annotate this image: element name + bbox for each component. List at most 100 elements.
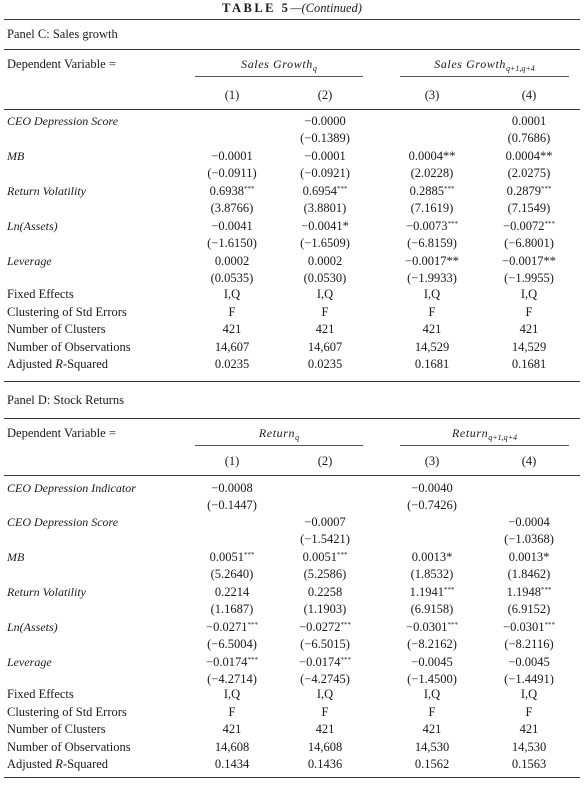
panel_d-row-label: Ln(Assets) (7, 620, 58, 634)
panel_c-column-number: (2) (317, 88, 333, 102)
panel_c-table-cell: −0.0001 (211, 149, 253, 163)
panel_d-table-cell: (1.1903) (303, 602, 347, 616)
panel_c-table-cell: −0.0017** (502, 254, 556, 268)
panel_c-column-number: (3) (424, 88, 440, 102)
panel_d-group-underline (195, 445, 363, 446)
panel_c-table-cell: −0.0073*** (406, 219, 458, 233)
panel_d-table-cell: I,Q (423, 687, 441, 701)
panel_c-top-rule (4, 19, 580, 20)
panel_c-table-cell: −0.0000 (304, 114, 346, 128)
panel_c-table-cell: 0.0002 (307, 254, 343, 268)
panel_c-table-cell: (−1.9955) (504, 271, 554, 285)
panel_d-table-cell: −0.0040 (411, 481, 453, 495)
panel_d-table-cell: (−6.5015) (300, 637, 350, 651)
panel_d-table-cell: 0.0013* (508, 550, 550, 564)
panel_c-group-underline (195, 76, 363, 77)
panel_d-column-number: (3) (424, 454, 440, 468)
panel_c-table-cell: (−0.1389) (300, 131, 350, 145)
panel_d-row-label: Number of Observations (7, 740, 131, 754)
panel_c-title-rule (4, 49, 580, 50)
panel_d-table-cell: 1.1948*** (506, 585, 552, 599)
panel_c-table-cell: −0.0072*** (503, 219, 555, 233)
panel_c-row-label: Number of Observations (7, 340, 131, 354)
panel_c-table-cell: (−1.9933) (407, 271, 457, 285)
panel_d-table-cell: (−0.1447) (207, 498, 257, 512)
panel_c-table-cell: (2.0228) (410, 166, 454, 180)
panel_d-table-cell: −0.0272*** (299, 620, 351, 634)
panel_d-table-cell: I,Q (316, 687, 334, 701)
panel_c-table-cell: (−6.8159) (407, 236, 457, 250)
table-number: TABLE 5 (222, 1, 291, 15)
panel_c-table-cell: (−1.6509) (300, 236, 350, 250)
panel_c-row-label: Ln(Assets) (7, 219, 58, 233)
panel_c-table-cell: −0.0041* (301, 219, 349, 233)
panel_c-table-cell: 14,607 (307, 340, 343, 354)
panel_c-table-cell: 0.0004** (505, 149, 553, 163)
panel_c-row-label: Clustering of Std Errors (7, 305, 127, 319)
panel_c-table-cell: (3.8766) (210, 201, 254, 215)
panel_d-title-rule (4, 418, 580, 419)
panel_d-table-cell: F (321, 705, 329, 719)
panel_d-table-cell: (1.8462) (507, 567, 551, 581)
panel_d-table-cell: (5.2586) (303, 567, 347, 581)
panel_c-table-cell: (−0.0911) (207, 166, 257, 180)
panel_c-table-cell: (−1.6150) (207, 236, 257, 250)
panel_c-table-cell: 14,529 (414, 340, 450, 354)
panel_d-table-cell: −0.0045 (411, 655, 453, 669)
panel_d-table-cell: 421 (519, 722, 539, 736)
panel_d-table-cell: I,Q (223, 687, 241, 701)
panel_d-column-number: (1) (224, 454, 240, 468)
panel_c-table-cell: I,Q (520, 287, 538, 301)
panel_d-row-label: Number of Clusters (7, 722, 106, 736)
panel_d-table-cell: F (428, 705, 436, 719)
panel_d-table-cell: (1.1687) (210, 602, 254, 616)
panel_c-table-cell: 0.0001 (511, 114, 547, 128)
panel_c-table-cell: F (228, 305, 236, 319)
table-continued-note: —(Continued) (290, 1, 362, 15)
panel_d-group-header: Returnq (258, 426, 300, 442)
panel_d-table-cell: 14,608 (214, 740, 250, 754)
panel_d-table-cell: 421 (422, 722, 442, 736)
panel_c-table-cell: (7.1549) (507, 201, 551, 215)
panel_d-group-underline (400, 445, 569, 446)
panel_d-table-cell: 14,530 (511, 740, 547, 754)
panel_c-table-cell: 421 (422, 322, 442, 336)
panel_c-group-header: Sales Growthq (241, 57, 317, 73)
panel_c-title: Panel C: Sales growth (7, 27, 118, 41)
panel_d-table-cell: (1.8532) (410, 567, 454, 581)
panel_d-table-cell: (−1.4500) (407, 672, 457, 686)
panel_c-table-cell: 14,529 (511, 340, 547, 354)
panel_d-table-cell: −0.0008 (211, 481, 253, 495)
panel_d-row-label: Leverage (7, 655, 52, 669)
panel_c-table-cell: 0.0235 (214, 357, 250, 371)
panel_c-table-cell: 14,607 (214, 340, 250, 354)
panel_c-column-number: (4) (521, 88, 537, 102)
panel_d-column-number: (4) (521, 454, 537, 468)
panel_c-column-number: (1) (224, 88, 240, 102)
panel_c-table-cell: 0.6954*** (302, 184, 348, 198)
panel_d-row-label: CEO Depression Score (7, 515, 119, 529)
panel_d-table-cell: −0.0007 (304, 515, 346, 529)
panel_d-group-header: Returnq+1,q+4 (451, 426, 518, 442)
panel_c-table-cell: (−0.0921) (300, 166, 350, 180)
panel_d-table-cell: −0.0301*** (503, 620, 555, 634)
panel_c-table-cell: (0.0535) (210, 271, 254, 285)
panel_d-table-cell: −0.0301*** (406, 620, 458, 634)
panel_c-table-cell: (−6.8001) (504, 236, 554, 250)
panel_d-row-label: CEO Depression Indicator (7, 481, 136, 495)
panel_d-table-cell: (−1.4491) (504, 672, 554, 686)
panel_c-table-cell: 0.0004** (408, 149, 456, 163)
panel_d-header-rule (4, 475, 580, 476)
panel_c-table-cell: 421 (222, 322, 242, 336)
panel_c-table-cell: −0.0017** (405, 254, 459, 268)
panel_c-table-cell: 0.1681 (511, 357, 547, 371)
panel_d-table-cell: 0.1434 (214, 757, 250, 771)
panel_d-dependent-variable-label: Dependent Variable = (7, 426, 116, 440)
panel_d-table-cell: 0.1562 (414, 757, 450, 771)
panel_d-table-cell: (−8.2162) (407, 637, 457, 651)
panel_d-table-cell: 0.2214 (214, 585, 250, 599)
panel_d-table-cell: I,Q (520, 687, 538, 701)
panel_c-table-cell: 0.2885*** (409, 184, 455, 198)
panel_c-row-label: Adjusted R-Squared (7, 357, 109, 371)
panel_d-table-cell: (−1.5421) (300, 532, 350, 546)
